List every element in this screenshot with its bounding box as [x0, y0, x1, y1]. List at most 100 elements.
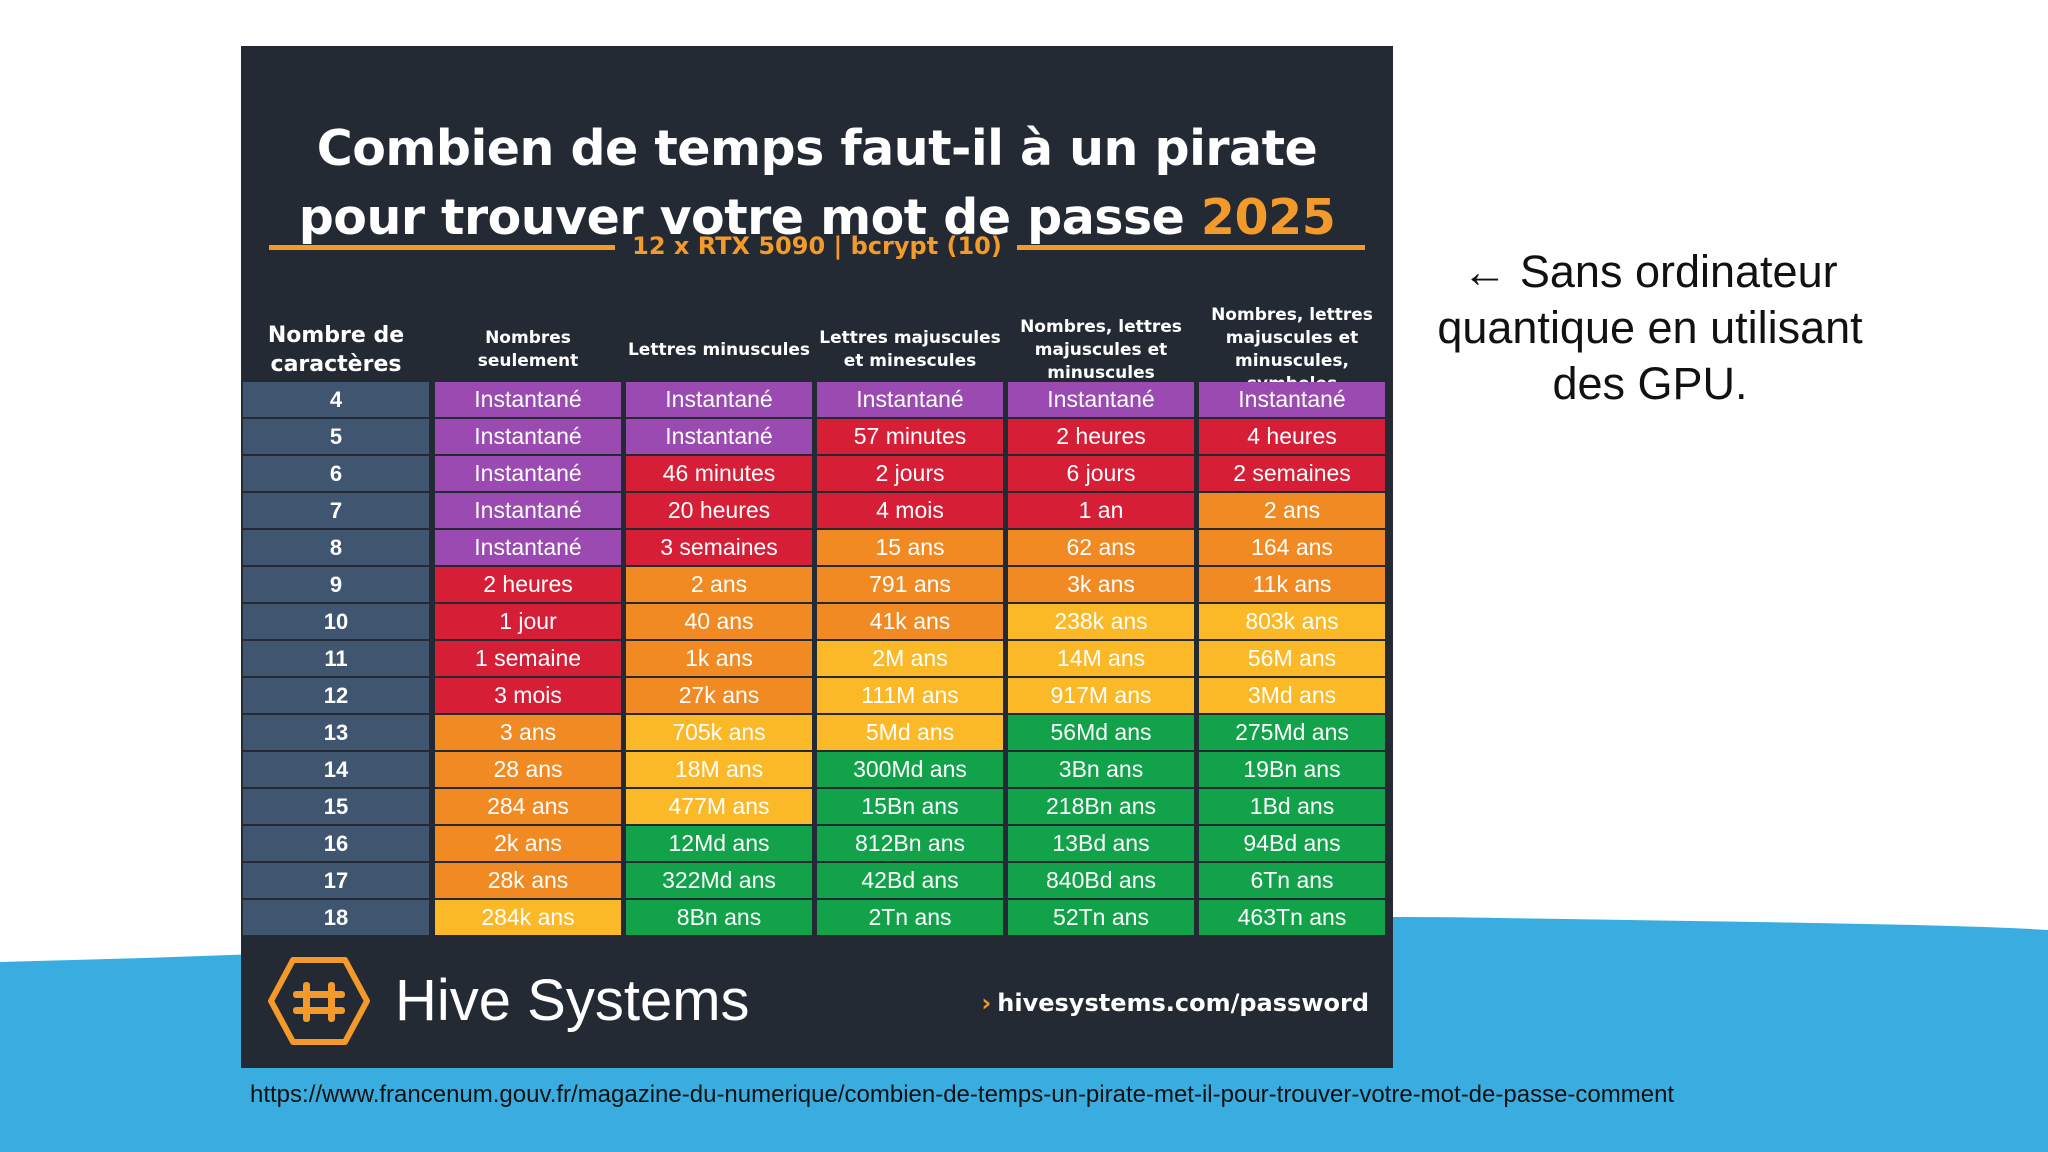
table-cell: 791 ans	[817, 567, 1003, 602]
brand-name: Hive Systems	[395, 968, 750, 1033]
table-cell: 4 heures	[1199, 419, 1385, 454]
table-cell: 18M ans	[626, 752, 812, 787]
table-cell: 2 ans	[1199, 493, 1385, 528]
table-cell: 14M ans	[1008, 641, 1194, 676]
table-cell: 6Tn ans	[1199, 863, 1385, 898]
header-numbers-only: Nombres seulement	[477, 328, 579, 371]
table-cell: 284k ans	[435, 900, 621, 935]
table-cell: 1 jour	[435, 604, 621, 639]
table-cell: 4 mois	[817, 493, 1003, 528]
header-char-count: Nombre de caractères	[267, 323, 405, 377]
subtitle-rule-right	[1017, 245, 1365, 250]
table-cell: 2Tn ans	[817, 900, 1003, 935]
table-cell: 41k ans	[817, 604, 1003, 639]
table-cell: 56M ans	[1199, 641, 1385, 676]
table-cell: 218Bn ans	[1008, 789, 1194, 824]
table-cell: 40 ans	[626, 604, 812, 639]
table-cell: 3 ans	[435, 715, 621, 750]
table-cell: Instantané	[817, 382, 1003, 417]
table-cell: 917M ans	[1008, 678, 1194, 713]
subtitle-row: 12 x RTX 5090 | bcrypt (10)	[269, 228, 1365, 264]
table-cell: 19Bn ans	[1199, 752, 1385, 787]
subtitle: 12 x RTX 5090 | bcrypt (10)	[632, 232, 1002, 260]
table-cell: Instantané	[435, 382, 621, 417]
row-char-count: 14	[243, 752, 429, 787]
row-char-count: 15	[243, 789, 429, 824]
table-cell: 2 semaines	[1199, 456, 1385, 491]
table-cell: Instantané	[435, 419, 621, 454]
table-cell: Instantané	[435, 530, 621, 565]
table-cell: 20 heures	[626, 493, 812, 528]
header-num-upper-lower: Nombres, lettres majuscules et minuscule…	[1020, 316, 1182, 383]
table-cell: 28 ans	[435, 752, 621, 787]
title-year: 2025	[1200, 189, 1336, 246]
table-cell: 275Md ans	[1199, 715, 1385, 750]
table-cell: 1 semaine	[435, 641, 621, 676]
table-cell: 1 an	[1008, 493, 1194, 528]
table-cell: 164 ans	[1199, 530, 1385, 565]
table-cell: 322Md ans	[626, 863, 812, 898]
table-cell: 840Bd ans	[1008, 863, 1194, 898]
table-cell: 11k ans	[1199, 567, 1385, 602]
table-cell: 2 heures	[1008, 419, 1194, 454]
row-char-count: 9	[243, 567, 429, 602]
table-cell: 62 ans	[1008, 530, 1194, 565]
table-cell: 1Bd ans	[1199, 789, 1385, 824]
row-char-count: 13	[243, 715, 429, 750]
table-cell: 2 jours	[817, 456, 1003, 491]
annotation-note: ← Sans ordinateur quantique en utilisant…	[1437, 246, 1863, 409]
table-cell: 6 jours	[1008, 456, 1194, 491]
table-cell: 3Md ans	[1199, 678, 1385, 713]
brand-url-text: hivesystems.com/password	[997, 989, 1369, 1017]
table-cell: 477M ans	[626, 789, 812, 824]
table-cell: 300Md ans	[817, 752, 1003, 787]
table-cell: Instantané	[435, 493, 621, 528]
row-char-count: 4	[243, 382, 429, 417]
row-char-count: 18	[243, 900, 429, 935]
table-cell: 46 minutes	[626, 456, 812, 491]
row-char-count: 10	[243, 604, 429, 639]
title-line-1: Combien de temps faut-il à un pirate	[316, 120, 1318, 177]
table-cell: 111M ans	[817, 678, 1003, 713]
row-char-count: 8	[243, 530, 429, 565]
row-char-count: 6	[243, 456, 429, 491]
table-cell: 27k ans	[626, 678, 812, 713]
row-char-count: 17	[243, 863, 429, 898]
row-char-count: 12	[243, 678, 429, 713]
infographic-title: Combien de temps faut-il à un pirate pou…	[241, 114, 1393, 252]
table-cell: 463Tn ans	[1199, 900, 1385, 935]
title-line-2-text: pour trouver votre mot de passe	[298, 189, 1185, 246]
table-cell: 284 ans	[435, 789, 621, 824]
table-cell: 812Bn ans	[817, 826, 1003, 861]
title-line-2: pour trouver votre mot de passe 2025	[241, 183, 1393, 252]
table-cell: 803k ans	[1199, 604, 1385, 639]
hive-hexagon-logo-icon	[268, 957, 370, 1045]
table-cell: 2k ans	[435, 826, 621, 861]
table-cell: 42Bd ans	[817, 863, 1003, 898]
header-upper-lower: Lettres majuscules et minescules	[819, 328, 1001, 371]
table-cell: 52Tn ans	[1008, 900, 1194, 935]
header-lowercase: Lettres minuscules	[627, 339, 811, 360]
table-cell: 3k ans	[1008, 567, 1194, 602]
table-cell: 12Md ans	[626, 826, 812, 861]
table-cell: 94Bd ans	[1199, 826, 1385, 861]
source-url[interactable]: https://www.francenum.gouv.fr/magazine-d…	[250, 1081, 1675, 1108]
table-cell: 15Bn ans	[817, 789, 1003, 824]
table-cell: 13Bd ans	[1008, 826, 1194, 861]
row-char-count: 5	[243, 419, 429, 454]
brand-url[interactable]: › hivesystems.com/password	[981, 986, 1369, 1020]
table-cell: Instantané	[1008, 382, 1194, 417]
table-cell: 1k ans	[626, 641, 812, 676]
table-cell: 3 semaines	[626, 530, 812, 565]
table-cell: 3Bn ans	[1008, 752, 1194, 787]
chevron-right-icon: ›	[981, 989, 992, 1017]
table-cell: Instantané	[1199, 382, 1385, 417]
table-cell: 15 ans	[817, 530, 1003, 565]
row-char-count: 16	[243, 826, 429, 861]
table-cell: Instantané	[626, 419, 812, 454]
table-cell: 2M ans	[817, 641, 1003, 676]
table-cell: 2 heures	[435, 567, 621, 602]
table-cell: Instantané	[626, 382, 812, 417]
table-cell: 705k ans	[626, 715, 812, 750]
table-cell: 5Md ans	[817, 715, 1003, 750]
